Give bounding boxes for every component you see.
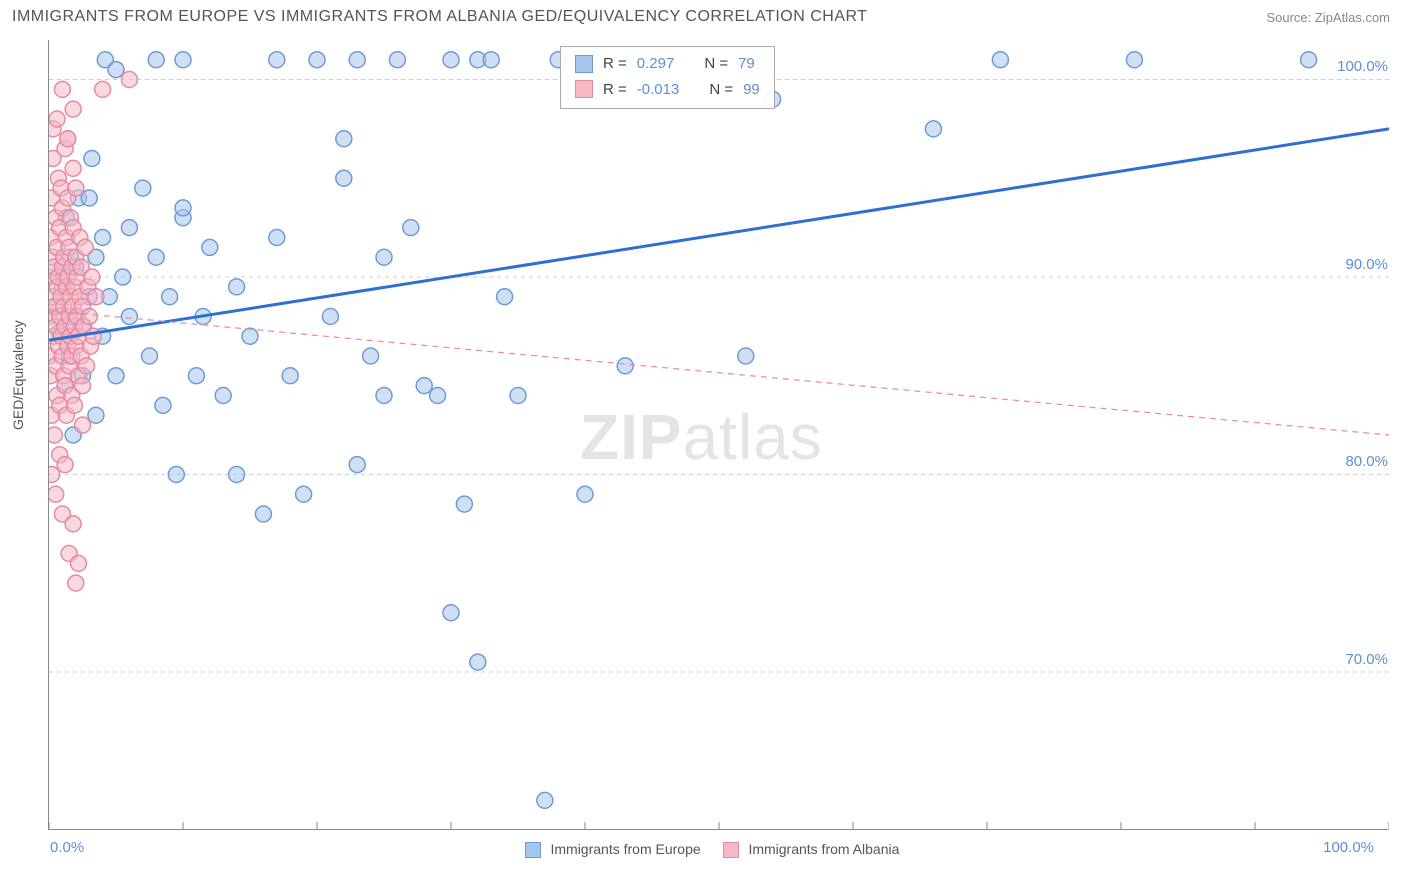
y-axis-label: GED/Equivalency bbox=[10, 320, 26, 430]
chart-title: IMMIGRANTS FROM EUROPE VS IMMIGRANTS FRO… bbox=[12, 8, 868, 26]
stats-row-europe: R = 0.297 N = 79 bbox=[575, 51, 760, 77]
bottom-legend: Immigrants from Europe Immigrants from A… bbox=[0, 841, 1406, 858]
stats-r-albania: -0.013 bbox=[637, 77, 680, 103]
scatter-svg bbox=[49, 40, 1389, 830]
stats-n-albania: 99 bbox=[743, 77, 760, 103]
chart-container: IMMIGRANTS FROM EUROPE VS IMMIGRANTS FRO… bbox=[0, 0, 1406, 892]
source-label: Source: ZipAtlas.com bbox=[1266, 10, 1390, 25]
legend-swatch-europe-icon bbox=[525, 842, 541, 858]
stats-r-label2: R = bbox=[603, 77, 627, 103]
legend-label-albania: Immigrants from Albania bbox=[748, 841, 899, 857]
stats-box: R = 0.297 N = 79 R = -0.013 N = 99 bbox=[560, 46, 775, 109]
stats-n-label: N = bbox=[704, 51, 728, 77]
stats-n-label2: N = bbox=[709, 77, 733, 103]
stats-row-albania: R = -0.013 N = 99 bbox=[575, 77, 760, 103]
ytick-80: 80.0% bbox=[1345, 453, 1388, 470]
legend-swatch-albania-icon bbox=[723, 842, 739, 858]
plot-area bbox=[48, 40, 1388, 830]
swatch-albania-icon bbox=[575, 80, 593, 98]
ytick-70: 70.0% bbox=[1345, 651, 1388, 668]
stats-r-europe: 0.297 bbox=[637, 51, 675, 77]
swatch-europe-icon bbox=[575, 55, 593, 73]
stats-n-europe: 79 bbox=[738, 51, 755, 77]
legend-label-europe: Immigrants from Europe bbox=[550, 841, 700, 857]
ytick-100: 100.0% bbox=[1337, 58, 1388, 75]
stats-r-label: R = bbox=[603, 51, 627, 77]
ytick-90: 90.0% bbox=[1345, 256, 1388, 273]
